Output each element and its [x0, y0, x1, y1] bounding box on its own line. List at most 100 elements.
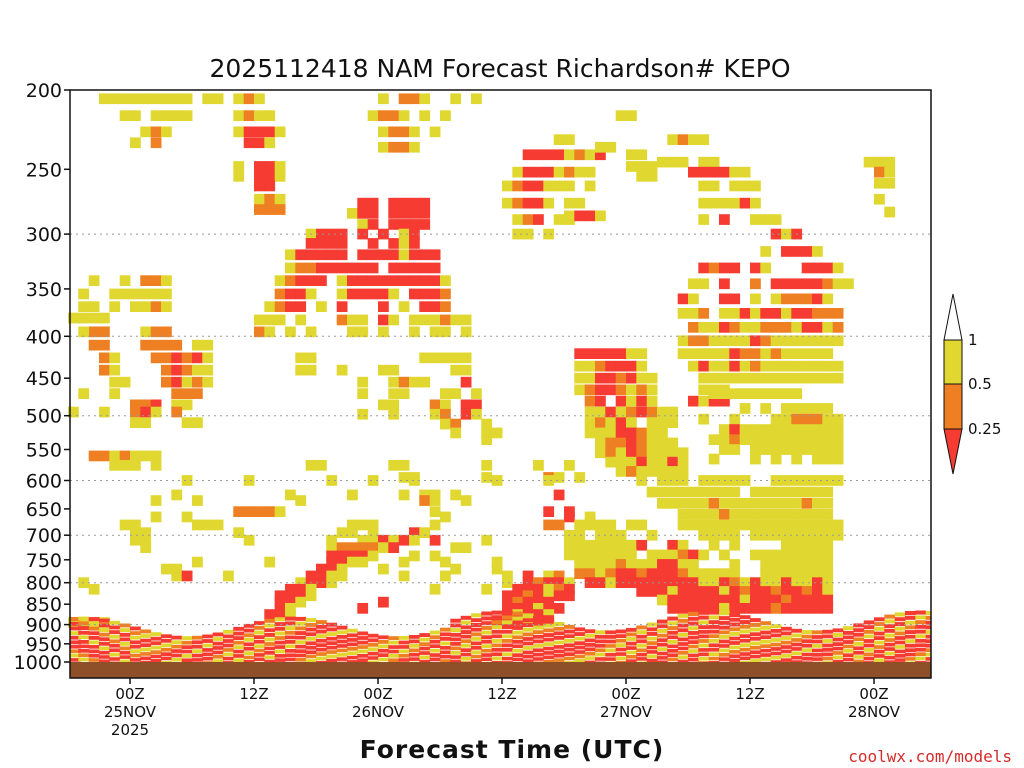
boundary-stripe — [119, 646, 131, 651]
heatmap-cell — [760, 403, 772, 414]
boundary-stripe — [801, 630, 813, 634]
heatmap-cell — [574, 149, 586, 161]
heatmap-cell — [274, 590, 286, 602]
heatmap-cell — [99, 364, 110, 376]
heatmap-cell — [254, 193, 265, 205]
heatmap-cell — [615, 437, 627, 449]
heatmap-cell — [429, 495, 441, 506]
heatmap-cell — [574, 539, 586, 551]
heatmap-cell — [316, 301, 327, 312]
heatmap-cell — [615, 549, 627, 561]
heatmap-cell — [595, 559, 606, 570]
heatmap-cell — [595, 149, 606, 161]
heatmap-cell — [615, 529, 627, 541]
heatmap-cell — [471, 408, 482, 420]
boundary-stripe — [739, 643, 751, 648]
heatmap-cell — [698, 262, 710, 274]
heatmap-cell — [781, 360, 792, 372]
heatmap-cell — [698, 568, 710, 579]
heatmap-cell — [285, 583, 296, 595]
heatmap-cell — [801, 434, 813, 445]
boundary-stripe — [130, 626, 141, 631]
boundary-stripe — [760, 653, 772, 657]
heatmap-cell — [657, 437, 668, 449]
heatmap-cell — [254, 180, 265, 192]
boundary-stripe — [450, 659, 462, 663]
heatmap-cell — [564, 197, 575, 209]
boundary-stripe — [367, 633, 379, 638]
heatmap-cell — [419, 110, 431, 121]
boundary-stripe — [770, 651, 782, 656]
heatmap-cell — [626, 549, 637, 561]
heatmap-cell — [729, 372, 741, 384]
heatmap-cell — [626, 568, 637, 579]
boundary-stripe — [409, 639, 420, 644]
heatmap-cell — [326, 249, 338, 261]
heatmap-cell — [285, 288, 296, 300]
heatmap-cell — [398, 262, 410, 274]
boundary-stripe — [450, 646, 462, 651]
heatmap-cell — [698, 180, 710, 192]
heatmap-cell — [595, 141, 606, 153]
boundary-stripe — [646, 636, 658, 641]
heatmap-cell — [233, 110, 245, 121]
boundary-stripe — [264, 642, 276, 646]
heatmap-cell — [533, 603, 544, 614]
boundary-stripe — [491, 615, 503, 620]
heatmap-cell — [78, 388, 90, 399]
heatmap-cell — [543, 603, 555, 614]
boundary-stripe — [78, 640, 90, 644]
boundary-stripe — [863, 625, 875, 630]
heatmap-cell — [99, 312, 110, 324]
heatmap-cell — [471, 388, 482, 399]
heatmap-cell — [688, 134, 699, 145]
boundary-stripe — [378, 640, 389, 644]
heatmap-cell — [398, 208, 410, 219]
boundary-stripe — [905, 620, 916, 625]
boundary-stripe — [481, 611, 493, 616]
heatmap-cell — [378, 314, 389, 326]
heatmap-cell — [719, 197, 730, 209]
boundary-stripe — [243, 642, 255, 647]
boundary-stripe — [915, 647, 927, 652]
heatmap-cell — [264, 161, 276, 172]
boundary-stripe — [264, 637, 276, 642]
heatmap-cell — [584, 511, 596, 523]
heatmap-cell — [760, 424, 772, 435]
y-tick-label: 450 — [26, 368, 62, 390]
heatmap-cell — [781, 293, 792, 305]
heatmap-cell — [636, 161, 648, 172]
boundary-stripe — [781, 626, 792, 631]
heatmap-cell — [595, 427, 606, 439]
heatmap-cell — [574, 348, 586, 359]
heatmap-cell — [750, 486, 761, 498]
heatmap-cell — [677, 539, 689, 551]
boundary-stripe — [254, 644, 265, 648]
heatmap-cell — [543, 197, 555, 209]
boundary-stripe — [522, 646, 534, 650]
boundary-stripe — [347, 642, 358, 647]
boundary-stripe — [233, 649, 245, 654]
boundary-stripe — [543, 646, 555, 651]
boundary-stripe — [398, 636, 410, 640]
heatmap-cell — [440, 301, 451, 312]
boundary-stripe — [212, 655, 224, 659]
heatmap-cell — [512, 180, 524, 192]
heatmap-cell — [770, 424, 782, 435]
heatmap-cell — [636, 437, 648, 449]
heatmap-cell — [739, 434, 751, 445]
boundary-stripe — [853, 655, 865, 659]
heatmap-cell — [812, 335, 823, 347]
heatmap-cell — [770, 549, 782, 561]
heatmap-cell — [646, 395, 658, 407]
boundary-stripe — [719, 644, 730, 648]
heatmap-cell — [274, 301, 286, 312]
heatmap-cell — [409, 534, 420, 546]
heatmap-cell — [347, 550, 358, 562]
heatmap-cell — [285, 249, 296, 261]
heatmap-cell — [595, 348, 606, 359]
heatmap-cell — [636, 348, 648, 359]
boundary-stripe — [212, 632, 224, 637]
boundary-stripe — [243, 660, 255, 663]
boundary-stripe — [915, 656, 927, 661]
